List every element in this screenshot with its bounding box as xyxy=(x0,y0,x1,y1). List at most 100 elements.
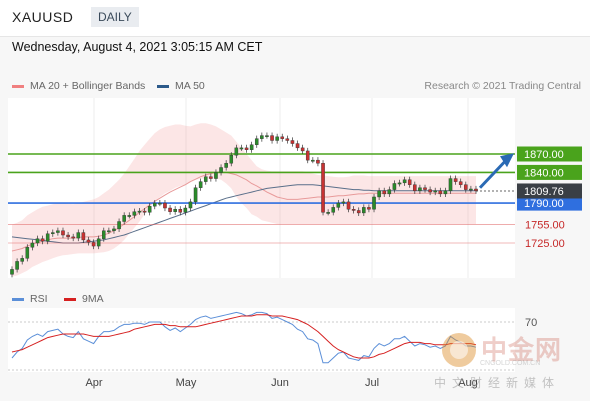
candle-90 xyxy=(469,188,473,191)
candle-47 xyxy=(249,144,254,150)
candle-29 xyxy=(158,202,162,205)
candle-7 xyxy=(45,233,50,242)
x-tick-aug: Aug xyxy=(458,377,478,389)
candle-82 xyxy=(428,189,432,193)
rsi-line xyxy=(11,311,477,364)
candle-19 xyxy=(107,230,111,233)
watermark-emblem-inner-icon xyxy=(450,341,468,359)
level-tag-1 xyxy=(517,164,582,180)
candle-16 xyxy=(91,242,96,247)
candle-68 xyxy=(356,210,361,214)
legend-rsi: RSI xyxy=(12,293,48,305)
candle-49 xyxy=(260,135,264,139)
candle-65 xyxy=(341,201,346,204)
candle-39 xyxy=(209,176,213,179)
candle-45 xyxy=(239,147,244,150)
candle-64 xyxy=(336,202,341,208)
legend-ma20-label: MA 20 + Bollinger Bands xyxy=(30,80,146,92)
candle-15 xyxy=(86,239,91,243)
projection-arrow-shaft xyxy=(478,158,509,189)
candle-63 xyxy=(331,207,336,213)
candle-2 xyxy=(20,258,24,262)
candle-13 xyxy=(76,232,81,239)
credit-text: Research © 2021 Trading Central xyxy=(424,80,581,92)
candle-11 xyxy=(66,234,70,238)
candle-1 xyxy=(15,261,19,270)
candle-46 xyxy=(244,147,249,150)
candle-83 xyxy=(433,190,437,193)
candle-56 xyxy=(295,143,300,149)
candle-54 xyxy=(285,138,290,141)
candle-85 xyxy=(443,190,448,195)
candle-58 xyxy=(305,150,310,161)
candle-37 xyxy=(198,181,203,188)
candle-73 xyxy=(382,190,387,195)
candle-31 xyxy=(168,207,172,212)
watermark-logo-text: 中金网 xyxy=(481,336,563,366)
candle-76 xyxy=(397,182,402,185)
last-price-tag xyxy=(517,183,582,199)
candle-27 xyxy=(147,205,152,213)
candle-20 xyxy=(112,228,116,231)
symbol-label[interactable]: XAUUSD xyxy=(12,9,74,25)
legend-ma50: MA 50 xyxy=(157,80,205,92)
candle-0 xyxy=(10,269,14,275)
ma20-swatch xyxy=(12,84,24,88)
candle-10 xyxy=(61,230,65,236)
level-label-2: 1790.00 xyxy=(524,198,564,210)
level-tag-2 xyxy=(517,195,582,211)
level-label-4: 1725.00 xyxy=(525,238,565,250)
candle-8 xyxy=(51,232,55,234)
legend-9ma-label: 9MA xyxy=(82,293,104,305)
candle-91 xyxy=(474,188,478,192)
candle-78 xyxy=(407,179,412,185)
candle-53 xyxy=(280,136,285,139)
candle-87 xyxy=(453,178,458,182)
candle-41 xyxy=(219,167,223,173)
legend-9ma: 9MA xyxy=(64,293,104,305)
candle-77 xyxy=(402,179,407,184)
candle-75 xyxy=(392,183,397,190)
x-tick-jul: Jul xyxy=(365,377,379,389)
ma20-line xyxy=(11,171,476,252)
x-tick-jun: Jun xyxy=(271,377,289,389)
candle-89 xyxy=(464,184,468,190)
candle-24 xyxy=(132,211,137,216)
candle-43 xyxy=(229,155,234,164)
candle-57 xyxy=(300,147,305,152)
last-price-label: 1809.76 xyxy=(524,186,564,198)
candle-18 xyxy=(101,230,106,239)
watermark-sub: CNGOLD.COM.CN xyxy=(480,360,541,367)
candle-5 xyxy=(35,238,40,244)
timestamp: Wednesday, August 4, 2021 3:05:15 AM CET xyxy=(12,40,263,54)
ma50-swatch xyxy=(157,84,169,88)
candle-23 xyxy=(127,215,132,217)
candle-33 xyxy=(178,209,183,213)
price-panel-bg xyxy=(8,98,515,278)
candle-52 xyxy=(275,136,279,141)
candle-34 xyxy=(183,207,188,213)
candle-14 xyxy=(81,232,86,241)
candle-51 xyxy=(270,135,274,141)
candle-44 xyxy=(234,147,239,156)
candle-81 xyxy=(423,187,427,190)
candle-36 xyxy=(193,187,198,203)
candle-55 xyxy=(290,140,295,144)
candle-12 xyxy=(71,236,75,239)
legend-ma50-label: MA 50 xyxy=(175,80,205,92)
candle-35 xyxy=(188,201,193,209)
rsi-axis-70: 70 xyxy=(525,317,537,329)
candle-26 xyxy=(142,210,147,213)
candle-69 xyxy=(362,207,366,214)
candle-32 xyxy=(173,209,177,212)
candle-80 xyxy=(418,187,422,192)
candle-86 xyxy=(448,178,453,192)
candle-25 xyxy=(137,210,142,213)
timeframe-badge[interactable]: DAILY xyxy=(91,7,139,27)
legend-ma20: MA 20 + Bollinger Bands xyxy=(12,80,145,92)
candle-42 xyxy=(224,163,228,168)
candle-4 xyxy=(30,242,35,248)
candle-61 xyxy=(321,163,325,213)
